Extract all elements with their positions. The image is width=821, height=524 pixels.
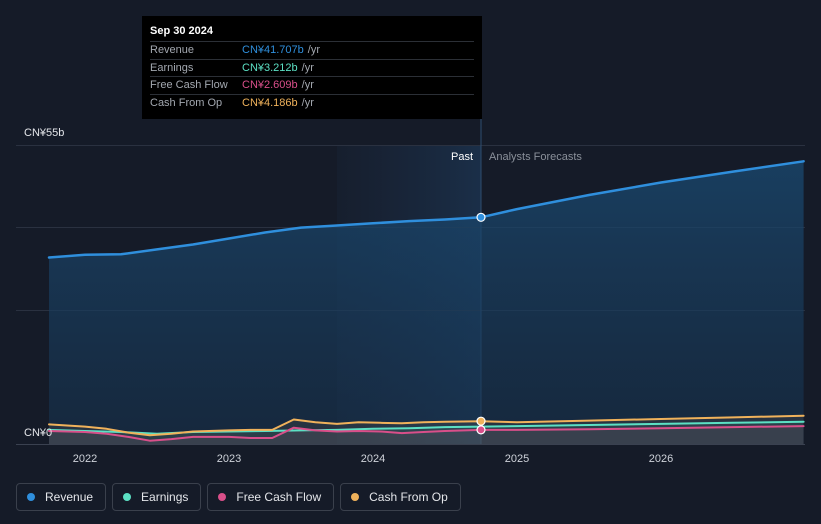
tooltip-unit: /yr [301, 61, 314, 74]
x-tick-label: 2022 [73, 453, 97, 465]
legend-item-revenue[interactable]: Revenue [16, 483, 107, 511]
legend-item-free-cash-flow[interactable]: Free Cash Flow [207, 483, 335, 511]
tooltip-unit: /yr [301, 96, 314, 109]
legend-item-cash-from-op[interactable]: Cash From Op [340, 483, 461, 511]
tooltip-value: CN¥2.609b [242, 79, 298, 91]
free-cash-flow-area [49, 426, 804, 444]
x-tick-label: 2023 [217, 453, 241, 465]
tooltip-row-earnings: Earnings CN¥3.212b /yr [150, 58, 474, 77]
tooltip: Sep 30 2024 Revenue CN¥41.707b /yr Earni… [142, 16, 482, 119]
tooltip-label: Free Cash Flow [150, 79, 228, 91]
cash-from-op-line [48, 414, 805, 437]
x-tick-label: 2025 [505, 453, 529, 465]
revenue-area [49, 161, 804, 445]
past-label: Past [451, 151, 473, 163]
tooltip-row-revenue: Revenue CN¥41.707b /yr [150, 41, 474, 59]
revenue-line [47, 160, 805, 259]
tooltip-label: Earnings [150, 61, 194, 74]
revenue-dot-icon [27, 493, 35, 501]
legend-item-earnings[interactable]: Earnings [112, 483, 202, 511]
earnings-dot-icon [123, 493, 132, 501]
earnings-line [48, 420, 805, 435]
legend-label: Earnings [141, 490, 189, 504]
tooltip-value: CN¥3.212b [242, 61, 298, 74]
cash-from-op-marker [476, 416, 486, 426]
free-cash-flow-dot-icon [218, 493, 227, 501]
tooltip-value: CN¥41.707b [242, 44, 304, 56]
tooltip-unit: /yr [307, 44, 321, 56]
legend-label: Cash From Op [369, 490, 448, 504]
tooltip-label: Cash From Op [150, 96, 223, 109]
tooltip-row-cash-from-op: Cash From Op CN¥4.186b /yr [150, 93, 474, 112]
x-tick-label: 2026 [649, 453, 673, 465]
x-tick-label: 2024 [361, 453, 385, 465]
free-cash-flow-line [48, 425, 805, 442]
legend: Revenue Earnings Free Cash Flow Cash Fro… [16, 483, 461, 511]
tooltip-unit: /yr [301, 79, 314, 91]
cash-from-op-dot-icon [351, 493, 360, 501]
free-cash-flow-marker [476, 425, 486, 435]
tooltip-row-free-cash-flow: Free Cash Flow CN¥2.609b /yr [150, 76, 474, 94]
tooltip-value: CN¥4.186b [242, 96, 298, 109]
tooltip-label: Revenue [150, 44, 195, 56]
legend-label: Revenue [45, 490, 94, 504]
y-axis-zero-label: CN¥0 [24, 427, 52, 439]
legend-label: Free Cash Flow [236, 490, 322, 504]
y-axis-max-label: CN¥55b [24, 127, 64, 139]
forecast-label: Analysts Forecasts [489, 151, 582, 163]
revenue-marker [476, 212, 486, 222]
tooltip-date: Sep 30 2024 [150, 25, 213, 37]
